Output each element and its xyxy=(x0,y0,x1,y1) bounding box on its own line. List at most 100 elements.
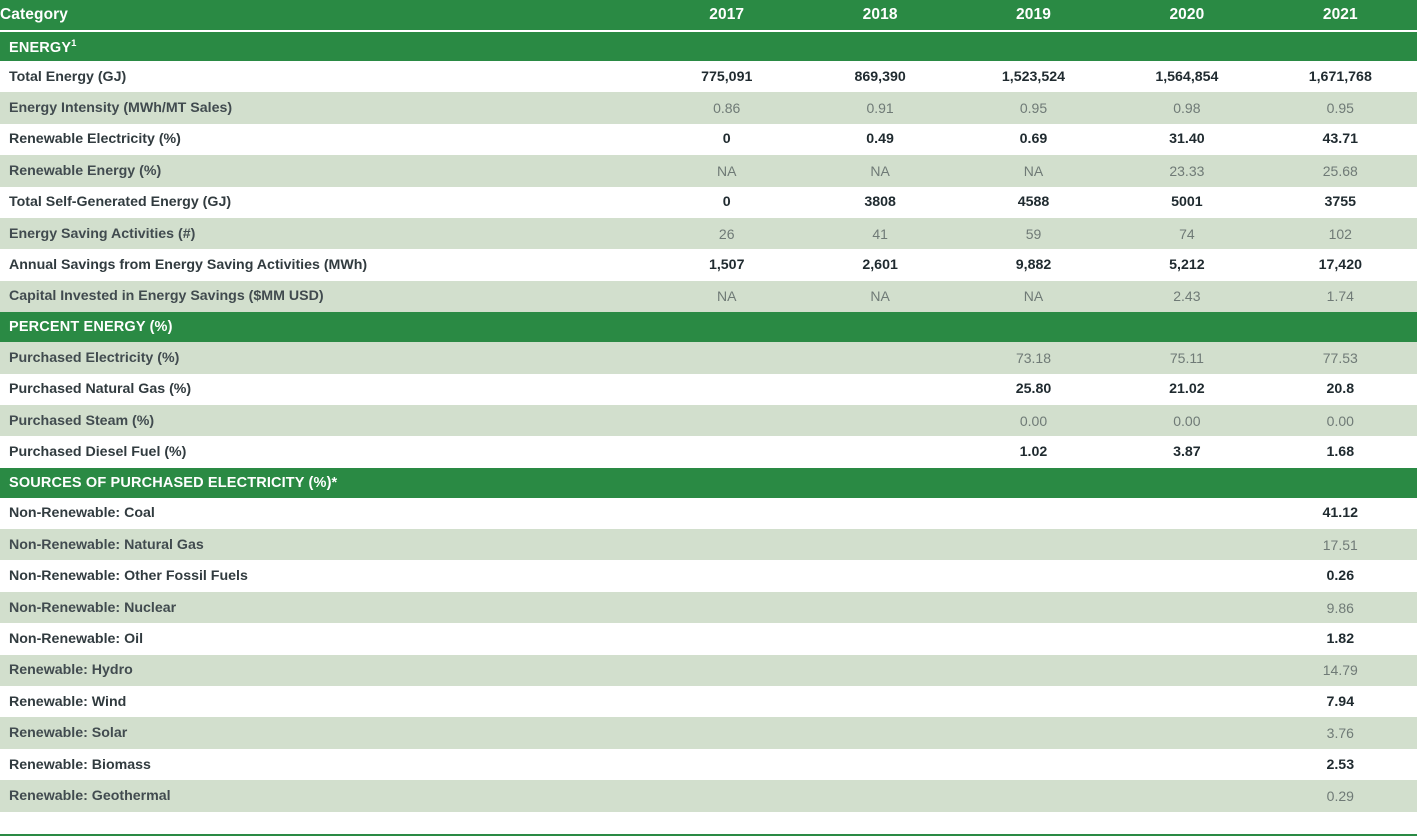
cell-2021: 77.53 xyxy=(1322,349,1358,366)
cell-2020: 0.98 xyxy=(1173,100,1201,117)
cell-2021: 3755 xyxy=(1324,194,1357,211)
section-header-row-energy: ENERGY1 xyxy=(0,31,1417,61)
cell-2017 xyxy=(650,498,803,529)
section-header-label: PERCENT ENERGY (%) xyxy=(9,319,173,336)
cell-2020: 31.40 xyxy=(1169,131,1205,148)
cell-2020 xyxy=(1110,717,1263,748)
cell-2020: 75.11 xyxy=(1169,349,1204,366)
cell-2019: 4588 xyxy=(1017,194,1050,211)
row-label-energy-saving-activities: Energy Saving Activities (#) xyxy=(9,225,196,242)
cell-2019 xyxy=(957,686,1110,717)
cell-2018: 41 xyxy=(872,225,888,242)
cell-2017: NA xyxy=(716,288,737,305)
table-row: Non-Renewable: Natural Gas 17.51 xyxy=(0,529,1417,561)
cell-2018 xyxy=(803,342,956,373)
cell-2021: 20.8 xyxy=(1326,381,1355,398)
section-header-label: SOURCES OF PURCHASED ELECTRICITY (%)* xyxy=(9,474,338,491)
cell-2020: 0.00 xyxy=(1173,412,1201,429)
cell-2019: 1.02 xyxy=(1019,443,1048,460)
row-label-non-renewable-other-fossil-fuels: Non-Renewable: Other Fossil Fuels xyxy=(9,568,248,585)
cell-2017: 26 xyxy=(718,225,735,242)
cell-2021: 2.53 xyxy=(1326,756,1355,773)
cell-2017 xyxy=(650,655,803,686)
cell-2019: 0.95 xyxy=(1019,100,1048,117)
row-label-renewable-solar: Renewable: Solar xyxy=(9,725,128,742)
table-row: Non-Renewable: Nuclear 9.86 xyxy=(0,591,1417,624)
cell-2019: NA xyxy=(1023,288,1044,305)
row-label-purchased-diesel-fuel: Purchased Diesel Fuel (%) xyxy=(9,443,187,460)
cell-2019 xyxy=(957,623,1110,654)
table-row: Non-Renewable: Coal 41.12 xyxy=(0,497,1417,530)
cell-2018: 2,601 xyxy=(862,257,898,274)
cell-2017: 0 xyxy=(722,131,731,148)
cell-2018: 869,390 xyxy=(854,68,906,85)
cell-2020 xyxy=(1110,592,1263,623)
column-header-2020[interactable]: 2020 xyxy=(1110,0,1264,32)
row-label-non-renewable-nuclear: Non-Renewable: Nuclear xyxy=(9,599,177,616)
cell-2017 xyxy=(650,623,803,654)
section-header-row-sources-of-purchased-electricity: SOURCES OF PURCHASED ELECTRICITY (%)* xyxy=(0,467,1417,498)
cell-2019: 0.69 xyxy=(1019,131,1048,148)
cell-2019 xyxy=(957,717,1110,748)
table-row: Non-Renewable: Oil 1.82 xyxy=(0,623,1417,655)
cell-2017 xyxy=(650,405,803,436)
cell-2019: 9,882 xyxy=(1015,257,1052,274)
row-label-energy-intensity-mwh-mt-sales: Energy Intensity (MWh/MT Sales) xyxy=(9,100,233,117)
cell-2021: 0.26 xyxy=(1326,568,1355,585)
column-header-2019[interactable]: 2019 xyxy=(956,0,1111,32)
cell-2021: 17,420 xyxy=(1318,257,1362,274)
row-label-capital-invested-in-energy-savings-mm-usd: Capital Invested in Energy Savings ($MM … xyxy=(9,288,324,305)
cell-2021: 14.79 xyxy=(1322,662,1358,679)
cell-2020 xyxy=(1110,749,1263,780)
cell-2019 xyxy=(957,749,1110,780)
cell-2019: 25.80 xyxy=(1015,381,1052,398)
cell-2019 xyxy=(957,560,1110,591)
cell-2018: NA xyxy=(870,288,890,305)
table-row: Renewable: Biomass 2.53 xyxy=(0,748,1417,781)
cell-2020 xyxy=(1110,498,1263,529)
cell-2020: 1,564,854 xyxy=(1155,68,1219,85)
cell-2021: 9.86 xyxy=(1326,599,1354,616)
cell-2021: 25.68 xyxy=(1322,162,1358,179)
table-row: Purchased Diesel Fuel (%) 1.02 3.87 1.68 xyxy=(0,436,1417,468)
row-label-purchased-natural-gas: Purchased Natural Gas (%) xyxy=(9,381,192,398)
row-label-total-energy-gj: Total Energy (GJ) xyxy=(9,68,127,85)
cell-2020: 21.02 xyxy=(1169,381,1205,398)
cell-2020: 3.87 xyxy=(1173,443,1201,460)
column-header-row: Category 2017 2018 2019 2020 2021 xyxy=(0,0,1417,32)
esg-energy-data-table: Category 2017 2018 2019 2020 2021 ENERGY… xyxy=(0,0,1417,812)
cell-2018 xyxy=(803,749,956,780)
cell-2021: 1.68 xyxy=(1326,443,1355,460)
column-header-2018[interactable]: 2018 xyxy=(803,0,957,32)
cell-2019: 73.18 xyxy=(1015,349,1052,366)
column-header-category[interactable]: Category xyxy=(0,0,651,32)
cell-2017 xyxy=(650,529,803,560)
row-label-non-renewable-oil: Non-Renewable: Oil xyxy=(9,630,144,647)
row-label-non-renewable-coal: Non-Renewable: Coal xyxy=(9,505,155,522)
row-label-renewable-energy: Renewable Energy (%) xyxy=(9,162,162,179)
column-header-2021[interactable]: 2021 xyxy=(1263,0,1417,32)
cell-2017: 0.86 xyxy=(713,100,741,117)
cell-2021: 1,671,768 xyxy=(1308,68,1372,85)
cell-2021: 7.94 xyxy=(1326,693,1355,710)
cell-2019: 1,523,524 xyxy=(1001,68,1066,85)
cell-2020: 2.43 xyxy=(1173,288,1201,305)
table-row: Capital Invested in Energy Savings ($MM … xyxy=(0,280,1417,313)
cell-2017: 0 xyxy=(722,194,731,211)
row-label-total-self-generated-energy-gj: Total Self-Generated Energy (GJ) xyxy=(9,194,232,211)
cell-2021: 1.74 xyxy=(1326,288,1354,305)
cell-2017 xyxy=(650,436,803,467)
table-row: Renewable: Hydro 14.79 xyxy=(0,654,1417,687)
row-label-annual-savings-from-energy-saving-activities-mwh: Annual Savings from Energy Saving Activi… xyxy=(9,257,368,274)
cell-2018 xyxy=(803,592,956,623)
table-row: Renewable: Solar 3.76 xyxy=(0,717,1417,749)
row-label-purchased-steam: Purchased Steam (%) xyxy=(9,412,155,429)
cell-2020 xyxy=(1110,560,1263,591)
cell-2018 xyxy=(803,374,956,405)
table-row: Non-Renewable: Other Fossil Fuels 0.26 xyxy=(0,560,1417,592)
table-row: Renewable: Wind 7.94 xyxy=(0,686,1417,718)
column-header-2017[interactable]: 2017 xyxy=(650,0,804,32)
cell-2019 xyxy=(957,592,1110,623)
section-header-row-percent-energy: PERCENT ENERGY (%) xyxy=(0,312,1417,343)
cell-2018 xyxy=(803,436,956,467)
